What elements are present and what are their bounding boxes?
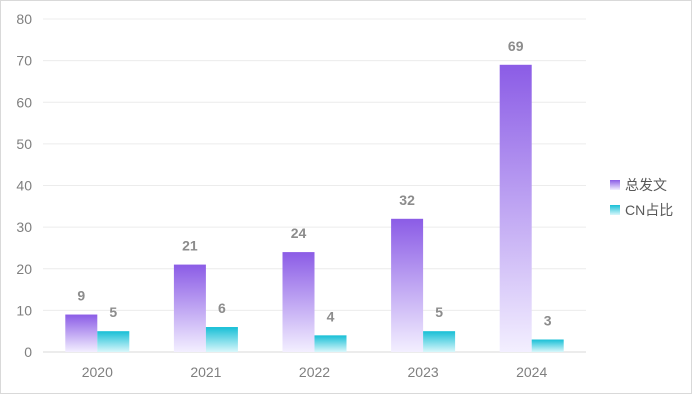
bar-total-2023 <box>391 219 423 352</box>
x-tick-label: 2020 <box>82 364 113 380</box>
x-tick-label: 2023 <box>408 364 439 380</box>
data-label: 9 <box>77 288 85 304</box>
data-label: 5 <box>435 304 443 320</box>
chart-frame: 0 10 20 30 40 50 60 70 80 2020 2021 2022 2023 2024 9 5… <box>0 0 692 394</box>
data-label: 6 <box>218 300 226 316</box>
bar-cn-2024 <box>532 340 564 352</box>
bars <box>65 65 563 352</box>
y-tick-label: 0 <box>24 344 32 360</box>
legend-swatch-icon <box>610 205 620 215</box>
data-label: 4 <box>327 308 335 324</box>
bar-cn-2022 <box>315 335 347 352</box>
data-label: 21 <box>182 238 198 254</box>
legend-swatch-icon <box>610 180 620 190</box>
legend: 总发文 CN占比 <box>610 177 673 218</box>
y-tick-label: 10 <box>16 302 32 318</box>
bar-total-2021 <box>174 265 206 352</box>
data-label: 5 <box>109 304 117 320</box>
y-tick-label: 70 <box>16 53 32 69</box>
bar-total-2024 <box>500 65 532 352</box>
bar-cn-2021 <box>206 327 238 352</box>
y-tick-label: 60 <box>16 94 32 110</box>
bar-total-2020 <box>65 315 97 352</box>
bar-chart: 0 10 20 30 40 50 60 70 80 2020 2021 2022 2023 2024 9 5… <box>1 1 691 393</box>
x-tick-label: 2021 <box>190 364 221 380</box>
y-tick-label: 80 <box>16 11 32 27</box>
legend-label: 总发文 <box>625 177 667 193</box>
y-tick-label: 40 <box>16 178 32 194</box>
bar-cn-2020 <box>97 331 129 352</box>
bar-total-2022 <box>283 252 315 352</box>
data-labels: 9 5 21 6 24 4 32 5 69 3 <box>77 38 551 329</box>
x-tick-label: 2024 <box>516 364 547 380</box>
y-tick-label: 20 <box>16 261 32 277</box>
data-label: 69 <box>508 38 524 54</box>
x-tick-label: 2022 <box>299 364 330 380</box>
y-tick-label: 50 <box>16 136 32 152</box>
data-label: 32 <box>399 192 415 208</box>
data-label: 3 <box>544 313 552 329</box>
y-tick-label: 30 <box>16 219 32 235</box>
legend-label: CN占比 <box>625 202 673 218</box>
bar-cn-2023 <box>423 331 455 352</box>
data-label: 24 <box>291 225 307 241</box>
